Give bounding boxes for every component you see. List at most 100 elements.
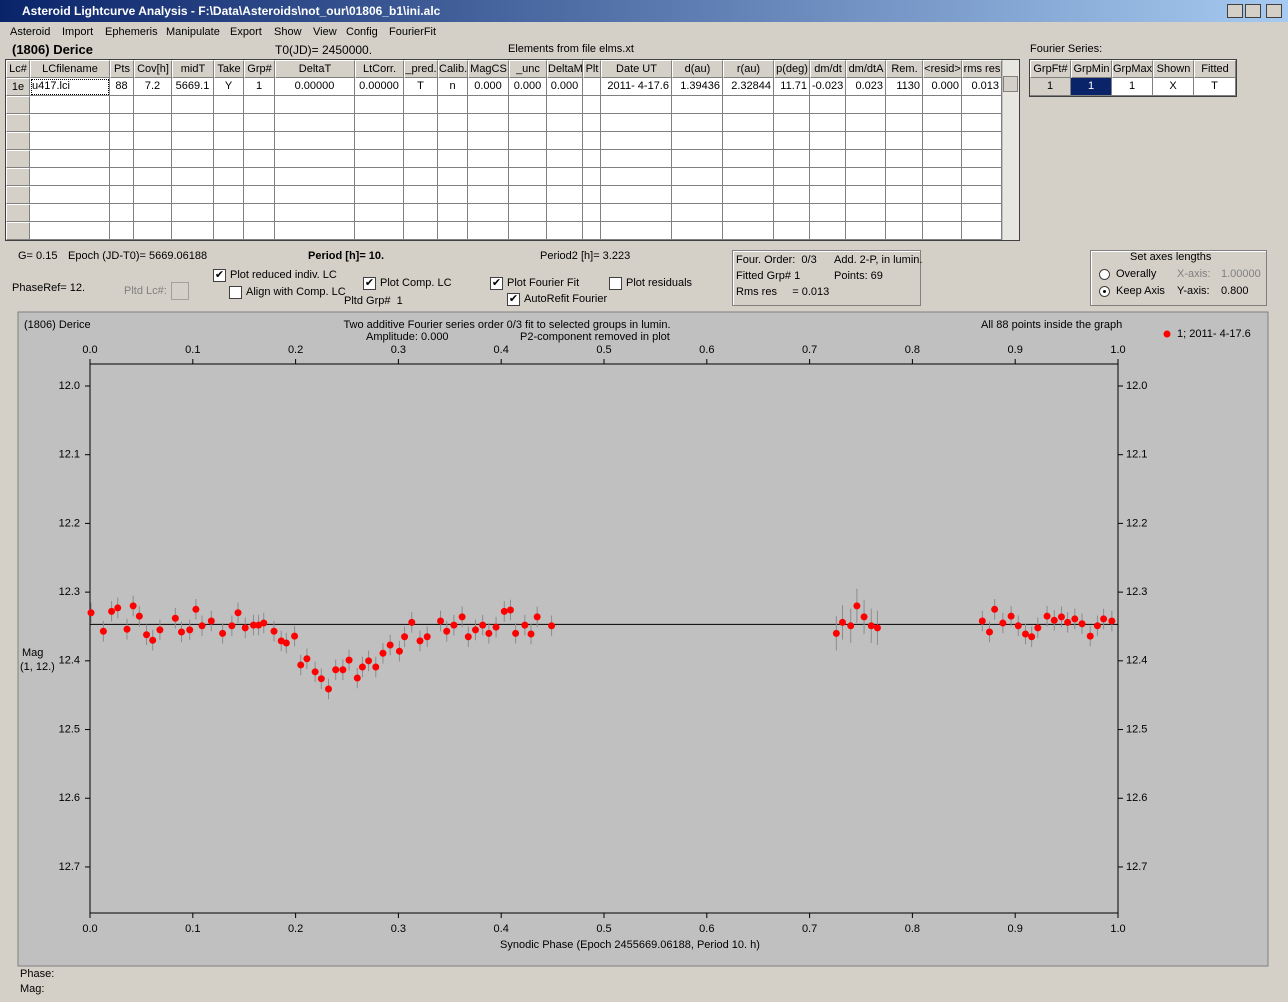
table-cell[interactable] xyxy=(110,186,134,204)
table-cell[interactable] xyxy=(547,114,583,132)
table-cell[interactable] xyxy=(30,222,110,240)
table-cell[interactable] xyxy=(214,132,244,150)
table-cell[interactable] xyxy=(468,114,509,132)
table-cell[interactable] xyxy=(810,96,846,114)
column-header[interactable]: r(au) xyxy=(723,60,774,78)
minimize-button[interactable] xyxy=(1227,4,1243,18)
table-cell[interactable] xyxy=(810,150,846,168)
table-cell[interactable] xyxy=(923,168,962,186)
table-cell[interactable] xyxy=(275,204,355,222)
table-cell[interactable] xyxy=(110,222,134,240)
table-cell[interactable] xyxy=(468,132,509,150)
table-cell[interactable] xyxy=(244,132,275,150)
checkbox-label[interactable]: AutoRefit Fourier xyxy=(524,293,608,305)
column-header[interactable]: LtCorr. xyxy=(355,60,404,78)
table-cell[interactable] xyxy=(774,168,810,186)
table-cell[interactable] xyxy=(438,222,468,240)
column-header[interactable]: dm/dt xyxy=(810,60,846,78)
table-cell[interactable] xyxy=(134,222,172,240)
checkbox[interactable]: ✔ xyxy=(490,277,503,290)
table-cell[interactable]: 2011- 4-17.6 xyxy=(601,78,672,96)
table-cell[interactable]: 11.71 xyxy=(774,78,810,96)
radio-label[interactable]: Keep Axis xyxy=(1116,285,1165,297)
table-cell[interactable]: 0.000 xyxy=(547,78,583,96)
checkbox[interactable]: ✔ xyxy=(507,293,520,306)
table-cell[interactable] xyxy=(355,222,404,240)
table-cell[interactable] xyxy=(547,168,583,186)
table-cell[interactable] xyxy=(601,204,672,222)
table-cell[interactable] xyxy=(583,132,601,150)
table-cell[interactable] xyxy=(355,168,404,186)
table-cell[interactable] xyxy=(774,150,810,168)
table-cell[interactable] xyxy=(962,186,1002,204)
table-cell[interactable] xyxy=(923,222,962,240)
table-cell[interactable] xyxy=(583,150,601,168)
table-cell[interactable] xyxy=(672,168,723,186)
row-header[interactable] xyxy=(6,186,30,204)
table-cell[interactable] xyxy=(723,168,774,186)
table-cell[interactable] xyxy=(923,186,962,204)
table-cell[interactable] xyxy=(583,96,601,114)
table-cell[interactable] xyxy=(110,150,134,168)
table-cell[interactable] xyxy=(30,114,110,132)
table-cell[interactable] xyxy=(172,96,214,114)
table-cell[interactable] xyxy=(601,114,672,132)
table-cell[interactable] xyxy=(547,186,583,204)
table-cell[interactable] xyxy=(923,114,962,132)
menu-item[interactable]: Manipulate xyxy=(166,26,220,38)
table-cell[interactable] xyxy=(846,204,886,222)
table-cell[interactable] xyxy=(723,132,774,150)
column-header[interactable]: Take xyxy=(214,60,244,78)
table-cell[interactable]: 0.013 xyxy=(962,78,1002,96)
table-cell[interactable]: n xyxy=(438,78,468,96)
column-header[interactable]: DeltaT xyxy=(275,60,355,78)
checkbox[interactable] xyxy=(609,277,622,290)
table-cell[interactable] xyxy=(355,186,404,204)
table-cell[interactable] xyxy=(886,150,923,168)
table-cell[interactable] xyxy=(601,222,672,240)
column-header[interactable]: Shown xyxy=(1153,60,1194,78)
table-cell[interactable] xyxy=(244,96,275,114)
column-header[interactable]: DeltaM xyxy=(547,60,583,78)
column-header[interactable]: _pred. xyxy=(404,60,438,78)
table-cell[interactable] xyxy=(404,114,438,132)
table-cell[interactable] xyxy=(886,204,923,222)
table-cell[interactable] xyxy=(134,150,172,168)
table-cell[interactable] xyxy=(886,168,923,186)
table-cell[interactable] xyxy=(134,204,172,222)
table-cell[interactable] xyxy=(962,96,1002,114)
table-cell[interactable]: 1 xyxy=(1112,78,1153,96)
menu-item[interactable]: View xyxy=(313,26,337,38)
table-cell[interactable] xyxy=(438,204,468,222)
checkbox[interactable]: ✔ xyxy=(363,277,376,290)
table-cell[interactable] xyxy=(886,114,923,132)
table-cell[interactable]: 0.000 xyxy=(509,78,547,96)
table-cell[interactable] xyxy=(214,222,244,240)
table-cell[interactable] xyxy=(723,222,774,240)
menu-item[interactable]: FourierFit xyxy=(389,26,437,38)
table-cell[interactable] xyxy=(583,168,601,186)
table-cell[interactable] xyxy=(110,204,134,222)
checkbox-label[interactable]: Align with Comp. LC xyxy=(246,286,346,298)
table-cell[interactable] xyxy=(509,204,547,222)
table-cell[interactable] xyxy=(468,222,509,240)
table-cell[interactable] xyxy=(846,150,886,168)
column-header[interactable]: Grp# xyxy=(244,60,275,78)
column-header[interactable]: <resid> xyxy=(923,60,962,78)
table-cell[interactable] xyxy=(547,222,583,240)
table-cell[interactable] xyxy=(547,204,583,222)
column-header[interactable]: Date UT xyxy=(601,60,672,78)
table-cell[interactable] xyxy=(583,78,601,96)
row-header[interactable] xyxy=(6,132,30,150)
table-cell[interactable] xyxy=(30,132,110,150)
table-cell[interactable] xyxy=(244,204,275,222)
checkbox-label[interactable]: Plot residuals xyxy=(626,277,693,289)
table-cell[interactable] xyxy=(275,96,355,114)
table-cell[interactable] xyxy=(275,186,355,204)
table-cell[interactable]: u417.lci xyxy=(30,78,110,96)
table-cell[interactable] xyxy=(509,222,547,240)
menu-item[interactable]: Import xyxy=(62,26,94,38)
table-cell[interactable] xyxy=(214,186,244,204)
table-cell[interactable] xyxy=(404,168,438,186)
table-cell[interactable] xyxy=(547,132,583,150)
